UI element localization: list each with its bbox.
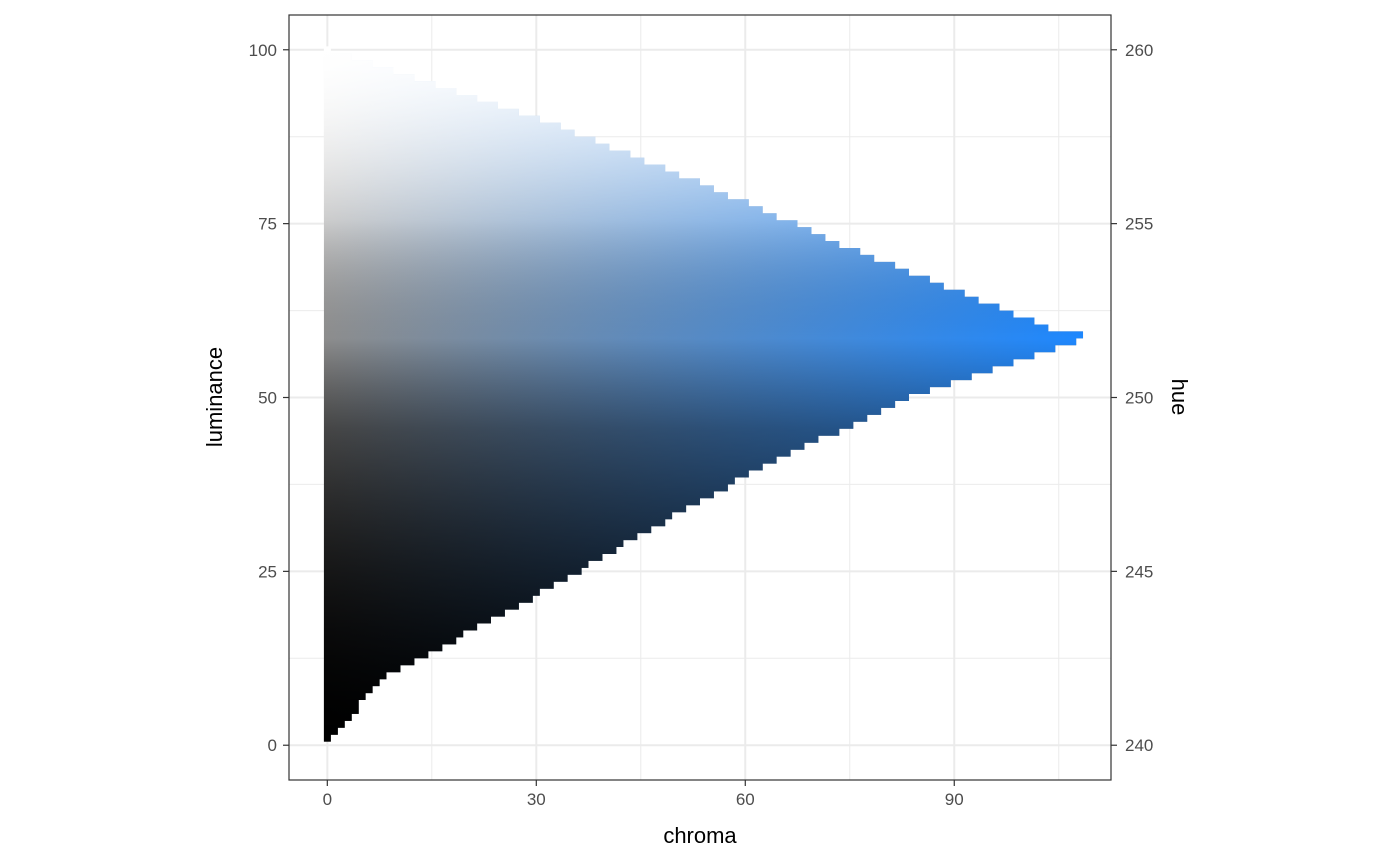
- y-axis: 0 25 50 75 100: [249, 41, 289, 755]
- x-tick-label: 90: [945, 790, 964, 809]
- y2-tick-label: 240: [1125, 736, 1153, 755]
- y-tick-label: 75: [258, 215, 277, 234]
- y2-tick-label: 245: [1125, 562, 1153, 581]
- x-tick-label: 0: [323, 790, 332, 809]
- x-tick-label: 30: [527, 790, 546, 809]
- y2-tick-label: 255: [1125, 215, 1153, 234]
- y2-tick-label: 260: [1125, 41, 1153, 60]
- y-tick-label: 50: [258, 389, 277, 408]
- y2-axis: 240 245 250 255 260: [1111, 41, 1153, 755]
- y-tick-label: 100: [249, 41, 277, 60]
- y2-axis-title: hue: [1167, 379, 1192, 416]
- y-axis-title: luminance: [202, 347, 227, 447]
- x-axis-title: chroma: [663, 823, 737, 848]
- x-tick-label: 60: [736, 790, 755, 809]
- x-axis: 0 30 60 90: [323, 780, 964, 809]
- y-tick-label: 25: [258, 562, 277, 581]
- y-tick-label: 0: [268, 736, 277, 755]
- y2-tick-label: 250: [1125, 389, 1153, 408]
